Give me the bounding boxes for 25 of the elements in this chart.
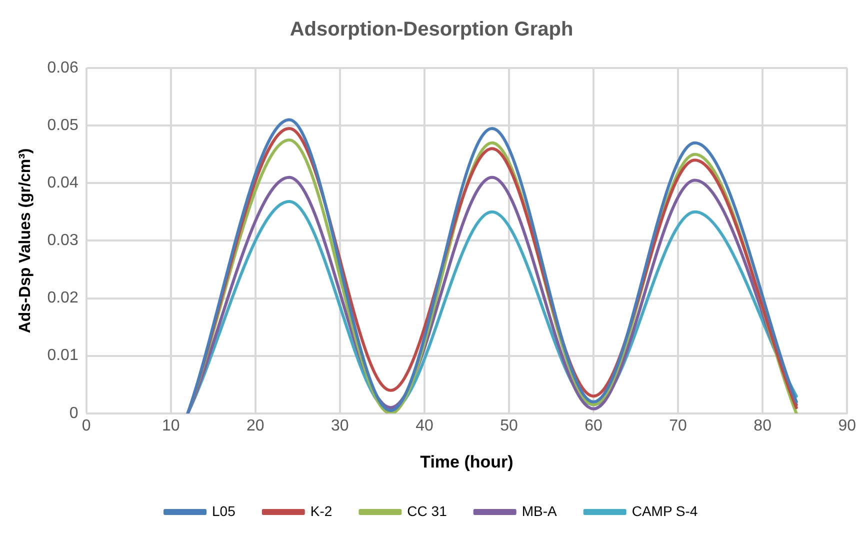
x-tick-label: 80 xyxy=(754,417,772,434)
y-tick-label: 0.01 xyxy=(47,347,78,364)
legend-label: CAMP S-4 xyxy=(632,502,698,519)
y-tick-label: 0 xyxy=(69,404,78,422)
x-tick-label: 10 xyxy=(162,417,180,434)
x-tick-label: 70 xyxy=(669,417,688,434)
x-tick-label: 0 xyxy=(82,417,91,434)
y-tick-label: 0.04 xyxy=(47,174,78,192)
x-tick-label: 60 xyxy=(584,417,603,434)
x-tick-label: 90 xyxy=(838,417,856,434)
y-tick-label: 0.03 xyxy=(47,232,78,250)
y-tick-label: 0.02 xyxy=(47,290,78,307)
y-tick-label: 0.05 xyxy=(47,116,78,134)
x-tick-label: 40 xyxy=(416,417,434,434)
x-tick-label: 20 xyxy=(246,417,264,434)
y-axis-title: Ads-Dsp Values (gr/cm³) xyxy=(17,148,34,334)
legend-label: L05 xyxy=(212,502,236,519)
x-tick-label: 50 xyxy=(500,417,518,434)
legend-label: K-2 xyxy=(310,502,332,519)
x-tick-label: 30 xyxy=(331,417,349,434)
chart-title: Adsorption-Desorption Graph xyxy=(290,18,574,41)
y-tick-label: 0.06 xyxy=(47,59,78,76)
legend-label: CC 31 xyxy=(407,502,448,519)
x-axis-title: Time (hour) xyxy=(420,452,514,472)
legend-label: MB-A xyxy=(522,502,558,519)
